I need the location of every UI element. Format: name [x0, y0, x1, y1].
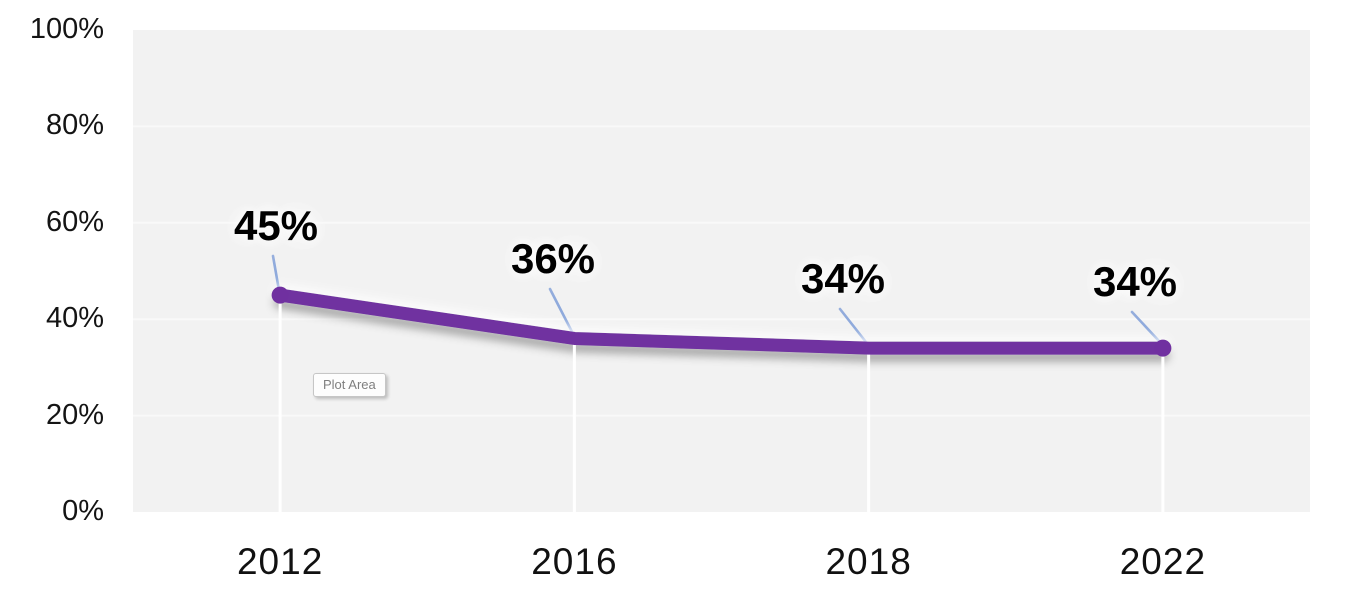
- y-axis-tick-label[interactable]: 80%: [45, 109, 104, 142]
- drop-lines: [278, 295, 1165, 512]
- gridlines: [133, 125, 1310, 417]
- x-axis-category-label[interactable]: 2018: [825, 541, 912, 582]
- y-axis-tick-label[interactable]: 100%: [29, 12, 104, 45]
- leader-line: [271, 254, 281, 293]
- data-label[interactable]: 45%: [233, 202, 319, 249]
- series-line[interactable]: [273, 288, 1170, 355]
- leader-line: [1130, 310, 1164, 346]
- y-axis-tick-label[interactable]: 40%: [45, 302, 104, 335]
- y-axis-tick-label[interactable]: 60%: [45, 205, 104, 238]
- data-label[interactable]: 36%: [510, 235, 596, 282]
- plot-area[interactable]: [133, 30, 1310, 512]
- plot-area-tooltip: Plot Area: [313, 373, 386, 397]
- x-axis-category-label[interactable]: 2012: [236, 541, 324, 582]
- data-point-marker[interactable]: [1154, 339, 1172, 357]
- data-label[interactable]: 34%: [1092, 258, 1178, 305]
- leader-lines: [271, 254, 1164, 346]
- leader-line: [548, 287, 575, 336]
- y-axis-tick-label[interactable]: 20%: [45, 398, 104, 431]
- y-axis-tick-label[interactable]: 0%: [62, 494, 104, 527]
- x-axis-category-label[interactable]: 2016: [531, 541, 618, 582]
- data-label[interactable]: 34%: [800, 255, 886, 302]
- data-point-marker[interactable]: [271, 286, 289, 304]
- x-axis-category-label[interactable]: 2022: [1119, 541, 1207, 582]
- leader-line: [838, 307, 869, 346]
